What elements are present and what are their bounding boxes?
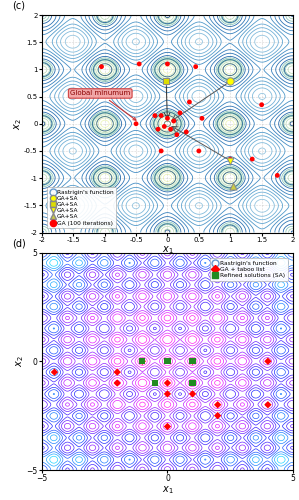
Point (134, 120, 138, 128)
Point (266, 357, 270, 365)
Point (250, 155, 255, 163)
Point (228, 155, 233, 163)
Point (115, 368, 120, 376)
Point (178, 109, 182, 117)
Point (215, 412, 220, 420)
Text: (d): (d) (12, 238, 25, 248)
Point (164, 78, 169, 86)
Point (174, 130, 179, 138)
Point (165, 422, 170, 430)
Legend: Rastrigin's function, GA+SA, GA+SA, GA+SA, GA+SA, GA (100 iterations): Rastrigin's function, GA+SA, GA+SA, GA+S… (47, 187, 116, 228)
Point (162, 122, 167, 130)
Point (165, 357, 170, 365)
Point (165, 60, 170, 68)
Point (137, 60, 142, 68)
Y-axis label: $x_2$: $x_2$ (12, 118, 24, 130)
Point (190, 379, 195, 387)
Point (196, 147, 201, 155)
Point (140, 357, 145, 365)
Y-axis label: $x_2$: $x_2$ (15, 356, 26, 367)
Text: Global minumum: Global minumum (70, 90, 136, 120)
Point (152, 112, 157, 120)
Point (231, 182, 236, 190)
Text: (c): (c) (12, 0, 25, 10)
Point (165, 390, 170, 398)
X-axis label: $x_1$: $x_1$ (162, 244, 173, 256)
Legend: Rastrigin's function, GA + taboo list, Refined solutions (SA): Rastrigin's function, GA + taboo list, R… (210, 258, 288, 281)
X-axis label: $x_1$: $x_1$ (162, 484, 173, 496)
Point (155, 125, 160, 133)
Point (200, 114, 205, 122)
Point (259, 100, 264, 108)
Point (228, 78, 233, 86)
Point (165, 114, 170, 122)
Point (115, 379, 120, 387)
Point (99, 62, 104, 70)
Point (52, 368, 57, 376)
Point (171, 117, 176, 125)
Point (152, 379, 157, 387)
Point (266, 401, 270, 409)
Point (187, 98, 192, 106)
Point (275, 172, 280, 179)
Point (159, 112, 164, 120)
Point (190, 357, 195, 365)
Point (193, 62, 198, 70)
Point (215, 401, 220, 409)
Point (190, 390, 195, 398)
Point (184, 128, 189, 136)
Point (165, 379, 170, 387)
Point (140, 357, 145, 365)
Point (190, 357, 195, 365)
Point (168, 125, 173, 133)
Point (228, 156, 233, 164)
Point (159, 147, 164, 155)
